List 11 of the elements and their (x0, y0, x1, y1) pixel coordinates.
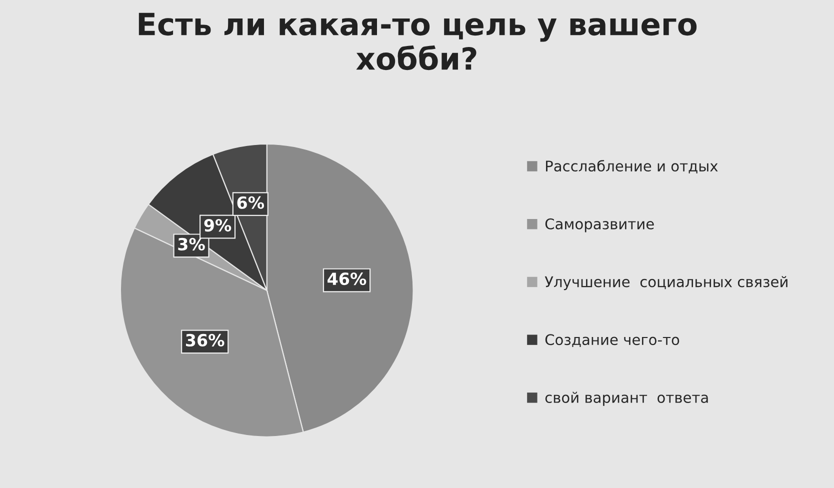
legend-label: Расслабление и отдых (546, 160, 718, 174)
legend-label: Саморазвитие (545, 218, 654, 232)
data-label: 3% (178, 238, 205, 250)
legend-label: свой вариант ответа (545, 392, 708, 406)
legend-label: Создание чего-то (545, 334, 680, 347)
data-label: 6% (237, 196, 264, 209)
data-label: 36% (186, 334, 224, 347)
legend-label: Улучшение социальных связей (544, 276, 788, 290)
data-label: 9% (204, 218, 232, 232)
chart-title: Есть ли какая-то цель у вашего хобби? (138, 12, 697, 70)
data-label: 46% (328, 272, 366, 286)
